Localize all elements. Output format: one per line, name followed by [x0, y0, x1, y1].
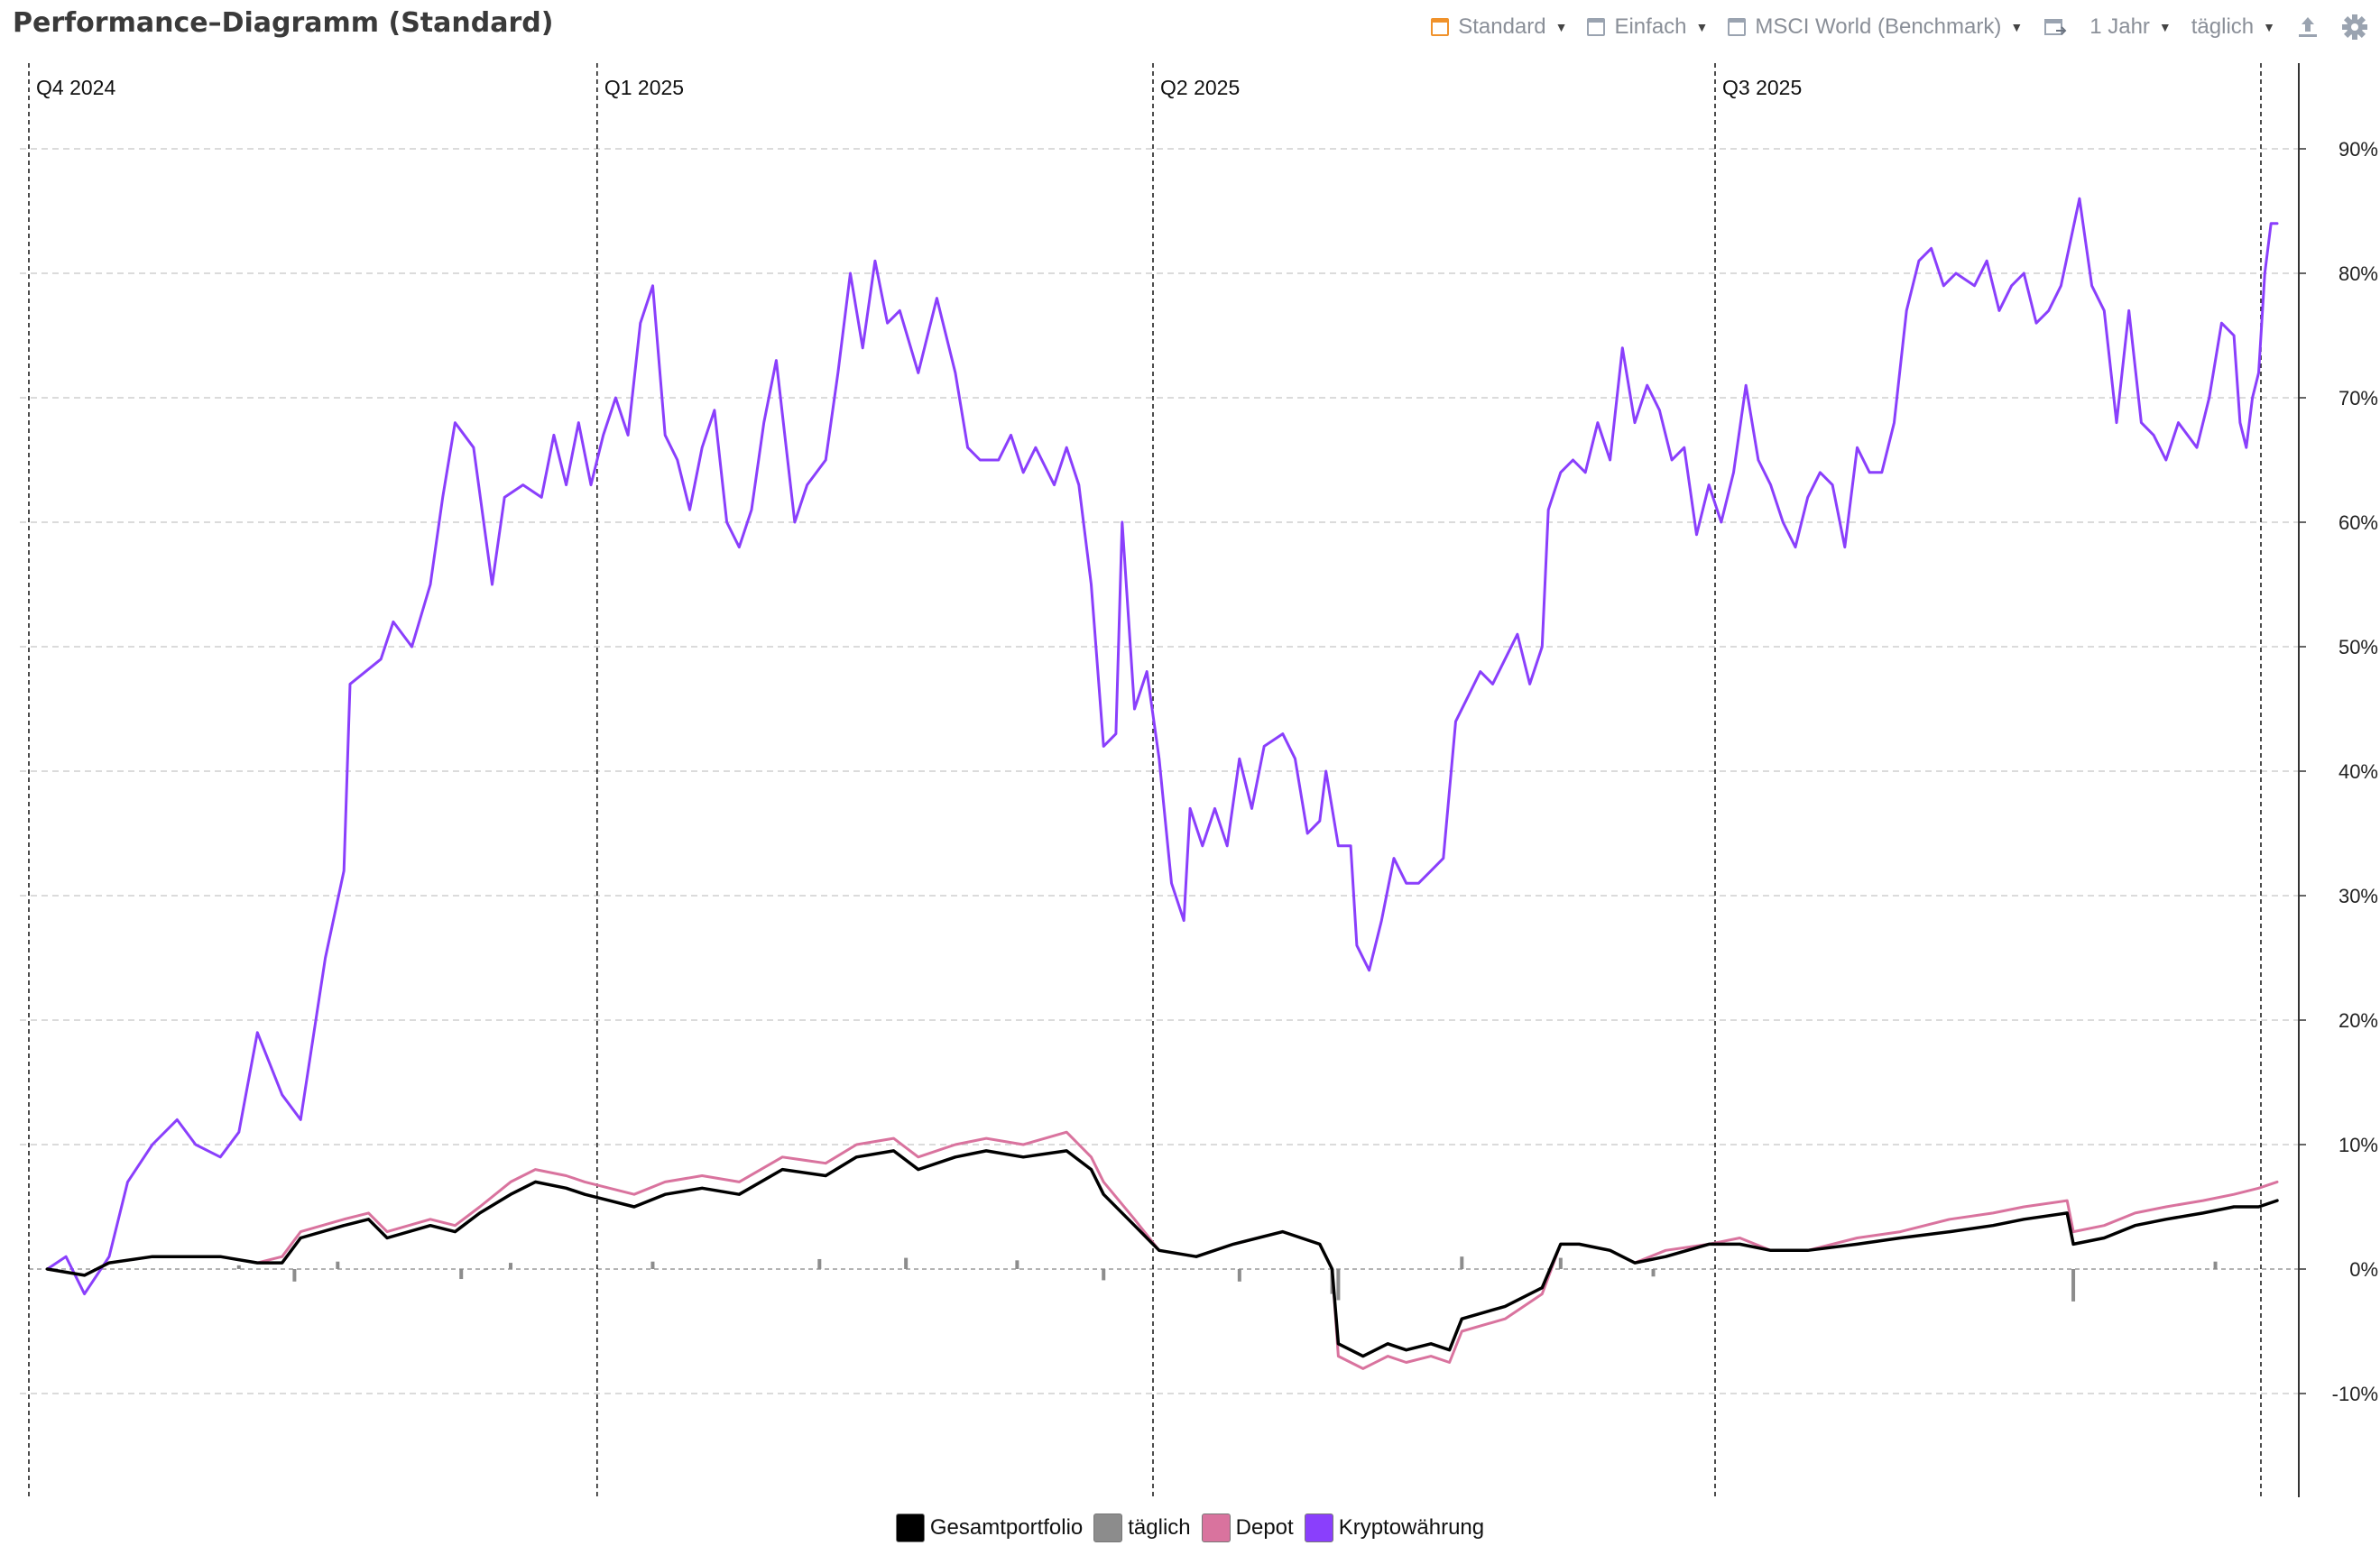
legend-item-taeglich[interactable]: täglich — [1093, 1513, 1191, 1542]
daily-bar — [292, 1269, 297, 1282]
y-tick-label: 20% — [2338, 1009, 2378, 1032]
series-lines — [45, 197, 2279, 1370]
daily-bar — [236, 1265, 241, 1269]
y-tick-label: 40% — [2338, 760, 2378, 783]
legend-item-krypto[interactable]: Kryptowährung — [1304, 1513, 1485, 1542]
quarter-label: Q4 2024 — [36, 76, 115, 99]
window-icon — [1431, 18, 1450, 36]
caret-down-icon: ▼ — [2010, 20, 2024, 34]
gear-icon — [2342, 14, 2367, 40]
y-tick-label: 50% — [2338, 636, 2378, 658]
daily-bar — [1460, 1256, 1464, 1269]
legend-swatch — [1304, 1513, 1333, 1542]
daily-bar — [1102, 1269, 1106, 1281]
legend-item-depot[interactable]: Depot — [1201, 1513, 1294, 1542]
chart-title: Performance–Diagramm (Standard) — [13, 7, 554, 39]
quarter-label: Q3 2025 — [1722, 76, 1802, 99]
daily-bar — [650, 1261, 655, 1269]
legend-label: Gesamtportfolio — [929, 1515, 1084, 1540]
y-tick-label: 10% — [2338, 1134, 2378, 1156]
interval-selector[interactable]: täglich ▼ — [2191, 14, 2275, 40]
daily-bar — [509, 1263, 512, 1269]
caret-down-icon: ▼ — [2263, 20, 2275, 34]
daily-bar — [1558, 1257, 1563, 1269]
y-tick-label: 60% — [2338, 511, 2378, 534]
legend-swatch — [1201, 1513, 1231, 1542]
daily-bar — [2213, 1261, 2218, 1269]
view-selector-label: Standard — [1458, 14, 1546, 39]
daily-bar — [1237, 1269, 1241, 1282]
compare-button[interactable] — [2041, 13, 2070, 41]
legend-swatch — [895, 1513, 925, 1542]
legend-swatch — [1093, 1513, 1123, 1542]
period-selector-label: 1 Jahr — [2089, 14, 2150, 39]
daily-bar — [1015, 1260, 1019, 1269]
legend-label: Depot — [1235, 1515, 1294, 1540]
quarter-label: Q2 2025 — [1160, 76, 1240, 99]
quarter-markers: Q4 2024 Q1 2025 Q2 2025 Q3 2025 — [28, 63, 2262, 1497]
performance-chart: Q4 2024 Q1 2025 Q2 2025 Q3 2025 -10% 0% 10% 20… — [20, 63, 2378, 1497]
legend-item-gesamtportfolio[interactable]: Gesamtportfolio — [895, 1513, 1084, 1542]
window-icon — [1587, 18, 1606, 36]
mode-selector-label: Einfach — [1614, 14, 1687, 39]
grid — [20, 148, 2299, 1394]
y-tick-label: 0% — [2349, 1258, 2378, 1281]
daily-bar — [1336, 1269, 1341, 1301]
compare-icon — [2044, 19, 2067, 35]
y-tick-label: -10% — [2332, 1383, 2378, 1405]
chart-toolbar: Standard ▼ Einfach ▼ MSCI World (Benchma… — [1411, 11, 2369, 43]
series-line-gesamtportfolio — [45, 1149, 2279, 1358]
daily-bar — [2071, 1269, 2076, 1302]
mode-selector[interactable]: Einfach ▼ — [1587, 14, 1708, 40]
export-button[interactable] — [2293, 13, 2322, 41]
legend-label: Kryptowährung — [1338, 1515, 1485, 1540]
caret-down-icon: ▼ — [2158, 20, 2172, 34]
daily-bar — [1651, 1269, 1656, 1277]
period-selector[interactable]: 1 Jahr ▼ — [2089, 14, 2172, 40]
caret-down-icon: ▼ — [1554, 20, 1568, 34]
daily-bars — [236, 1256, 2218, 1302]
daily-bar — [459, 1269, 464, 1280]
view-selector[interactable]: Standard ▼ — [1431, 14, 1567, 40]
benchmark-selector[interactable]: MSCI World (Benchmark) ▼ — [1728, 14, 2023, 40]
legend: Gesamtportfolio täglich Depot Kryptowähr… — [0, 1513, 2380, 1542]
caret-down-icon: ▼ — [1695, 20, 1709, 34]
settings-button[interactable] — [2340, 13, 2369, 41]
interval-selector-label: täglich — [2191, 14, 2255, 39]
quarter-label: Q1 2025 — [604, 76, 684, 99]
export-icon — [2299, 17, 2317, 37]
y-tick-label: 90% — [2338, 138, 2378, 161]
legend-label: täglich — [1128, 1515, 1191, 1540]
series-line-krypto — [46, 197, 2279, 1296]
window-icon — [1728, 18, 1747, 36]
y-tick-label: 80% — [2338, 262, 2378, 285]
daily-bar — [904, 1257, 909, 1269]
y-tick-label: 70% — [2338, 387, 2378, 409]
y-axis: -10% 0% 10% 20% 30% 40% 50% 60% 70% 80% 90% — [2298, 63, 2378, 1497]
y-tick-label: 30% — [2338, 885, 2378, 907]
daily-bar — [336, 1261, 340, 1269]
benchmark-selector-label: MSCI World (Benchmark) — [1755, 14, 2002, 39]
daily-bar — [817, 1258, 822, 1269]
